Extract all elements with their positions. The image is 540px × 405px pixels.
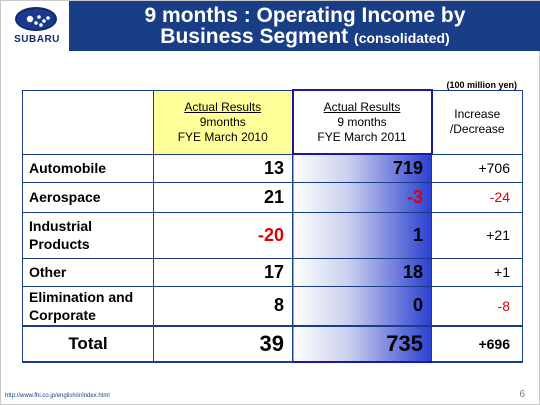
row-label-line2: Products: [29, 236, 90, 252]
row-label: Other: [22, 257, 154, 287]
value-2010: 8: [153, 285, 293, 327]
value-2010: 13: [153, 153, 293, 183]
value-2010: -20: [153, 211, 293, 259]
page-title-sub: (consolidated): [354, 30, 450, 46]
total-2010: 39: [153, 325, 293, 363]
value-change: +706: [431, 153, 523, 183]
row-label: Aerospace: [22, 181, 154, 213]
total-2011: 735: [292, 325, 432, 363]
operating-income-table: Actual Results 9months FYE March 2010 Ac…: [22, 89, 523, 363]
header-2010-line2: 9months: [199, 114, 246, 129]
logo-text: SUBARU: [14, 34, 60, 45]
title-bar: 9 months : Operating Income by Business …: [69, 1, 540, 51]
value-change: -24: [431, 181, 523, 213]
row-label: Automobile: [22, 153, 154, 183]
value-2011: -3: [292, 181, 432, 213]
page-title-line2: Business Segment (consolidated): [69, 25, 540, 49]
value-2010: 21: [153, 181, 293, 213]
header-fye-2011: Actual Results 9 months FYE March 2011: [291, 89, 433, 155]
row-label-line1: Industrial: [29, 218, 93, 234]
value-2011: 719: [292, 153, 432, 183]
header-2011-line3: FYE March 2011: [317, 129, 407, 144]
footer-url-link[interactable]: http://www.fhi.co.jp/english/ir/index.ht…: [5, 393, 110, 399]
page-title-main: Business Segment: [160, 25, 349, 48]
header-increase-decrease: Increase /Decrease: [431, 89, 523, 155]
header-inc-line2: /Decrease: [449, 122, 505, 136]
row-label: Elimination and Corporate: [22, 285, 154, 327]
table-row: Elimination and Corporate 8 0 -8: [22, 285, 523, 327]
header-empty-cell: [22, 89, 154, 155]
page-number: 6: [519, 389, 525, 400]
table-row: Aerospace 21 -3 -24: [22, 181, 523, 213]
total-change: +696: [431, 325, 523, 363]
value-2011: 0: [292, 285, 432, 327]
table-row: Industrial Products -20 1 +21: [22, 211, 523, 259]
value-change: +1: [431, 257, 523, 287]
row-label: Industrial Products: [22, 211, 154, 259]
table-row: Automobile 13 719 +706: [22, 153, 523, 183]
value-change: -8: [431, 285, 523, 327]
table-row: Other 17 18 +1: [22, 257, 523, 287]
header-2011-line2: 9 months: [337, 114, 387, 129]
header-inc-line1: Increase: [454, 107, 501, 121]
row-label-line1: Elimination and: [29, 288, 134, 305]
page-title-line1: 9 months : Operating Income by: [144, 4, 466, 27]
row-label-line2: Corporate: [29, 306, 96, 323]
value-change: +21: [431, 211, 523, 259]
subaru-logo: SUBARU: [1, 1, 69, 51]
header-2010-line3: FYE March 2010: [177, 129, 268, 144]
header-2010-line1: Actual Results: [184, 99, 262, 114]
value-2011: 1: [292, 211, 432, 259]
header: SUBARU 9 months : Operating Income by Bu…: [1, 1, 540, 51]
header-2011-line1: Actual Results: [323, 99, 401, 114]
value-2010: 17: [153, 257, 293, 287]
table-total-row: Total 39 735 +696: [22, 325, 523, 363]
unit-label: (100 million yen): [446, 80, 517, 90]
table-header-row: Actual Results 9months FYE March 2010 Ac…: [22, 89, 523, 155]
header-fye-2010: Actual Results 9months FYE March 2010: [153, 89, 293, 155]
value-2011: 18: [292, 257, 432, 287]
subaru-star-emblem-icon: [15, 7, 57, 31]
total-label: Total: [22, 325, 154, 363]
